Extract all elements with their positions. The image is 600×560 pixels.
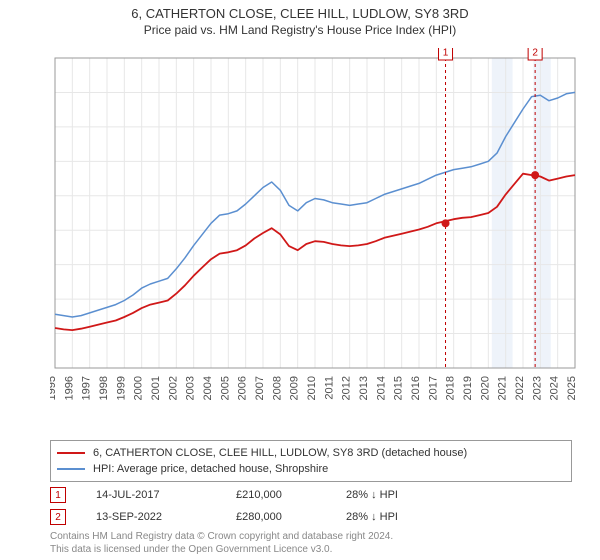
svg-text:2012: 2012 xyxy=(341,376,353,400)
marker-row: 1 14-JUL-2017£210,00028% ↓ HPI xyxy=(50,484,572,506)
svg-text:1998: 1998 xyxy=(98,376,110,400)
marker-pct: 28% ↓ HPI xyxy=(346,489,496,501)
svg-text:2000: 2000 xyxy=(133,376,145,400)
legend-label: HPI: Average price, detached house, Shro… xyxy=(93,461,328,477)
svg-text:2: 2 xyxy=(532,48,538,59)
svg-text:2010: 2010 xyxy=(306,376,318,400)
svg-text:2006: 2006 xyxy=(237,376,249,400)
svg-text:2003: 2003 xyxy=(185,376,197,400)
svg-text:2017: 2017 xyxy=(427,376,439,400)
svg-text:2024: 2024 xyxy=(549,376,561,400)
legend-row: HPI: Average price, detached house, Shro… xyxy=(57,461,565,477)
chart-title: 6, CATHERTON CLOSE, CLEE HILL, LUDLOW, S… xyxy=(0,6,600,21)
legend-swatch xyxy=(57,468,85,470)
legend-swatch xyxy=(57,452,85,454)
marker-id-box: 2 xyxy=(50,509,66,525)
svg-text:2021: 2021 xyxy=(497,376,509,400)
svg-text:2022: 2022 xyxy=(514,376,526,400)
markers-table: 1 14-JUL-2017£210,00028% ↓ HPI 2 13-SEP-202… xyxy=(50,484,572,528)
svg-text:2015: 2015 xyxy=(393,376,405,400)
marker-date: 14-JUL-2017 xyxy=(96,489,236,501)
marker-price: £280,000 xyxy=(236,511,346,523)
marker-pct: 28% ↓ HPI xyxy=(346,511,496,523)
marker-row: 2 13-SEP-2022£280,00028% ↓ HPI xyxy=(50,506,572,528)
legend-row: 6, CATHERTON CLOSE, CLEE HILL, LUDLOW, S… xyxy=(57,445,565,461)
svg-text:2008: 2008 xyxy=(271,376,283,400)
svg-text:2023: 2023 xyxy=(531,376,543,400)
footer-text: Contains HM Land Registry data © Crown c… xyxy=(50,530,393,556)
svg-text:2011: 2011 xyxy=(323,376,335,400)
svg-text:1: 1 xyxy=(443,48,449,59)
svg-text:2019: 2019 xyxy=(462,376,474,400)
marker-id-box: 1 xyxy=(50,487,66,503)
svg-text:2016: 2016 xyxy=(410,376,422,400)
legend-box: 6, CATHERTON CLOSE, CLEE HILL, LUDLOW, S… xyxy=(50,440,572,482)
svg-text:2009: 2009 xyxy=(289,376,301,400)
chart-plot: £0K£50K£100K£150K£200K£250K£300K£350K£40… xyxy=(50,48,590,408)
marker-date: 13-SEP-2022 xyxy=(96,511,236,523)
svg-text:2025: 2025 xyxy=(566,376,578,400)
svg-text:2007: 2007 xyxy=(254,376,266,400)
svg-text:1995: 1995 xyxy=(50,376,58,400)
svg-text:1996: 1996 xyxy=(63,376,75,400)
svg-text:1997: 1997 xyxy=(81,376,93,400)
marker-price: £210,000 xyxy=(236,489,346,501)
svg-text:2014: 2014 xyxy=(375,376,387,400)
svg-text:2013: 2013 xyxy=(358,376,370,400)
svg-text:2002: 2002 xyxy=(167,376,179,400)
svg-text:2005: 2005 xyxy=(219,376,231,400)
svg-text:2020: 2020 xyxy=(479,376,491,400)
footer-line: This data is licensed under the Open Gov… xyxy=(50,543,393,556)
legend-label: 6, CATHERTON CLOSE, CLEE HILL, LUDLOW, S… xyxy=(93,445,467,461)
svg-text:2018: 2018 xyxy=(445,376,457,400)
svg-text:1999: 1999 xyxy=(115,376,127,400)
svg-text:2001: 2001 xyxy=(150,376,162,400)
footer-line: Contains HM Land Registry data © Crown c… xyxy=(50,530,393,543)
chart-subtitle: Price paid vs. HM Land Registry's House … xyxy=(0,23,600,37)
svg-text:2004: 2004 xyxy=(202,376,214,400)
